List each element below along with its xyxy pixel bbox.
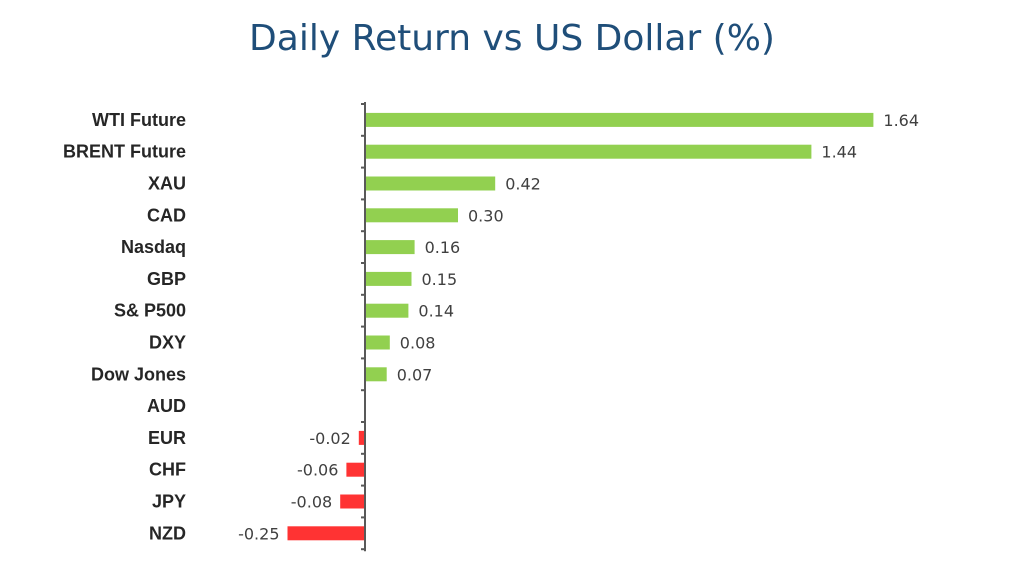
category-label: NZD: [149, 523, 186, 543]
data-label: -0.02: [309, 429, 350, 448]
category-label: EUR: [148, 428, 186, 448]
bar-nzd: [287, 526, 365, 541]
bar-nasdaq: [365, 240, 415, 255]
category-label: CHF: [149, 460, 186, 480]
category-label: CAD: [147, 205, 186, 225]
bar-cad: [365, 208, 458, 223]
data-label: 1.44: [821, 143, 857, 162]
category-label: XAU: [148, 174, 186, 194]
bar-dxy: [365, 335, 390, 350]
category-label: AUD: [147, 396, 186, 416]
category-axis: [361, 102, 366, 552]
data-label: 1.64: [883, 111, 919, 130]
data-label: 0.15: [422, 270, 458, 289]
category-label: Dow Jones: [91, 364, 186, 384]
bar-gbp: [365, 271, 412, 286]
labels-layer: WTI Future 1.64 BRENT Future 1.44 XAU 0.42 CAD…: [63, 110, 919, 543]
bar-jpy: [340, 494, 365, 509]
category-label: Nasdaq: [121, 237, 186, 257]
bar-xau: [365, 176, 496, 191]
bar-wti-future: [365, 112, 874, 127]
data-label: 0.30: [468, 206, 504, 225]
chart-title: Daily Return vs US Dollar (%): [249, 18, 775, 59]
bars-layer: [287, 112, 874, 541]
category-label: DXY: [149, 333, 186, 353]
data-label: -0.25: [238, 524, 279, 543]
category-label: WTI Future: [92, 110, 186, 130]
bar-brent-future: [365, 144, 812, 159]
data-label: 0.42: [505, 175, 541, 194]
category-label: GBP: [147, 269, 186, 289]
bar-eur: [358, 430, 365, 445]
data-label: 0.08: [400, 334, 436, 353]
data-label: -0.08: [291, 493, 332, 512]
data-label: 0.16: [425, 238, 461, 257]
bar-s-p500: [365, 303, 409, 318]
category-label: BRENT Future: [63, 142, 186, 162]
bar-dow-jones: [365, 367, 387, 382]
data-label: 0.07: [397, 365, 433, 384]
data-label: -0.06: [297, 461, 338, 480]
category-label: JPY: [152, 492, 186, 512]
data-label: 0.14: [418, 302, 454, 321]
bar-chf: [346, 462, 365, 477]
category-label: S& P500: [114, 301, 186, 321]
